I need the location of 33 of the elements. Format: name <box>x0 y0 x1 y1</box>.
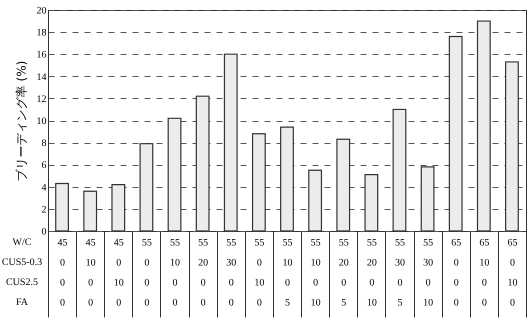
y-tick-label: 10 <box>36 116 46 127</box>
y-tick-label: 12 <box>36 94 46 105</box>
y-tick-label: 2 <box>42 204 46 216</box>
x-tick-label: 55 20 0 0 <box>198 238 208 308</box>
x-tick-label: 55 20 0 10 <box>366 238 377 308</box>
y-tick-label: 0 <box>42 226 46 238</box>
y-axis-title: ブリーディング率 (%) <box>14 60 28 182</box>
x-tick-label: 55 10 0 5 <box>282 238 292 308</box>
text: W/C <box>12 237 32 248</box>
x-tick-label: 45 10 0 0 <box>86 238 96 308</box>
x-tick-label: 45 0 0 0 <box>58 238 68 308</box>
x-tick-label: 65 10 0 0 <box>479 238 490 308</box>
x-tick-label: 55 0 0 0 <box>142 238 152 308</box>
y-tick-label: 20 <box>36 6 46 16</box>
text: CUS2.5 <box>5 276 39 290</box>
y-tick-label: 16 <box>36 50 46 61</box>
y-tick-label: 4 <box>42 182 46 194</box>
y-tick-label: 8 <box>42 138 46 150</box>
x-tick-label: 65 0 10 0 <box>507 238 518 308</box>
text: FA <box>14 296 30 310</box>
text: CUS5-0.3 <box>0 256 44 270</box>
x-tick-label: 65 0 0 0 <box>451 238 462 308</box>
x-tick-label: 55 30 0 10 <box>423 238 434 308</box>
x-tick-label: 55 20 0 5 <box>338 238 349 308</box>
y-tick-label: 14 <box>36 72 46 83</box>
y-tick-label: 6 <box>42 160 46 172</box>
x-tick-label: 45 0 10 0 <box>114 238 124 308</box>
x-tick-label: 55 10 0 10 <box>310 238 321 308</box>
y-tick-label: 18 <box>36 28 46 39</box>
x-tick-label: 55 30 0 5 <box>394 238 405 308</box>
x-tick-label: 55 30 0 0 <box>226 238 236 308</box>
x-tick-label: 55 0 10 0 <box>254 238 264 308</box>
x-tick-label: 55 10 0 0 <box>170 238 180 308</box>
